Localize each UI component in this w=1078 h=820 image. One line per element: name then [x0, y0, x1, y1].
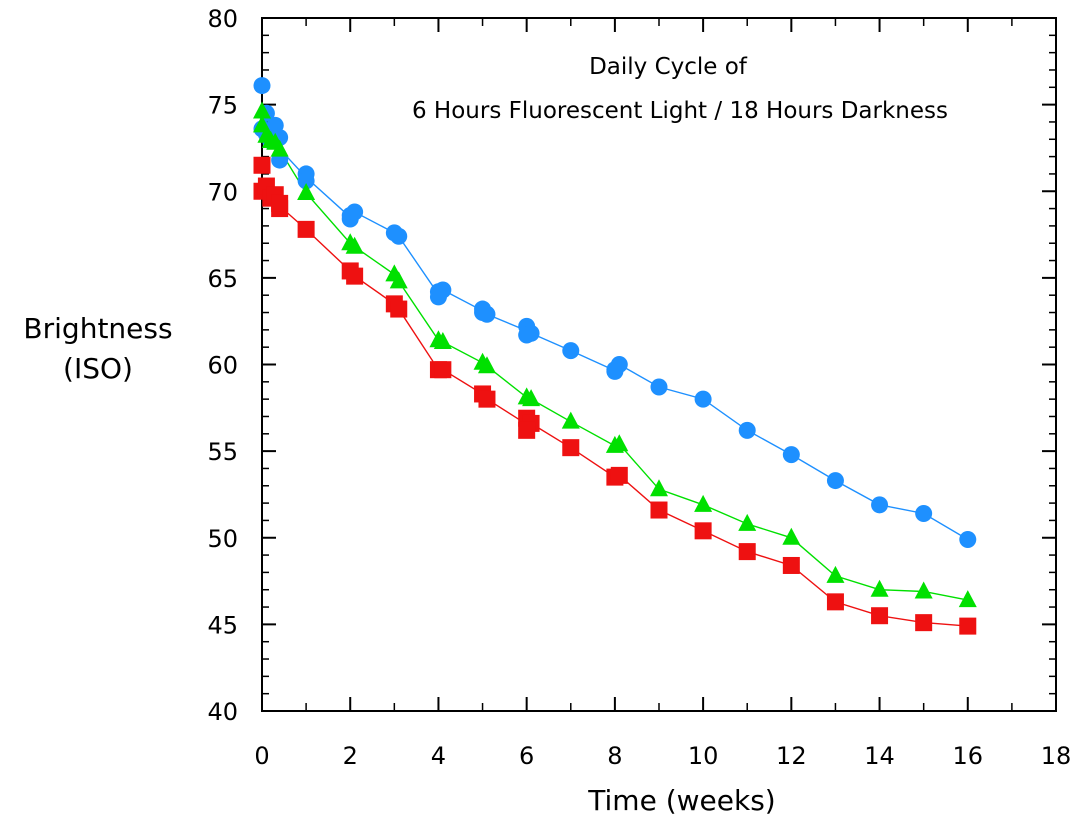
series-2-point [958, 590, 977, 608]
series-3-point [826, 593, 844, 611]
series-3-point [871, 607, 889, 625]
series-2-point [738, 513, 757, 531]
series-3-point [346, 267, 364, 285]
series-2-point [522, 389, 541, 407]
series-1-point [562, 342, 580, 360]
x-tick-label: 0 [254, 742, 269, 770]
series-3-point [959, 617, 977, 635]
series-2-point [610, 434, 629, 452]
x-tick-label: 16 [953, 742, 984, 770]
series-1-point [650, 378, 668, 396]
series-2-point [561, 411, 580, 429]
series-markers [253, 77, 977, 635]
series-1-point [346, 203, 364, 221]
x-tick-label: 14 [864, 742, 895, 770]
annotation-line-2: 6 Hours Fluorescent Light / 18 Hours Dar… [412, 98, 948, 124]
series-2-point [270, 139, 289, 157]
axis-ticks: 0 2 4 6 8 10 12 14 16 18 40 45 50 55 60 65 70 75 80 [207, 5, 1071, 770]
y-tick-label: 70 [207, 178, 238, 206]
series-3-point [650, 501, 668, 519]
series-1-point [429, 288, 447, 306]
series-3-point [434, 361, 452, 379]
series-3-point [297, 220, 315, 238]
x-tick-label: 6 [519, 742, 534, 770]
x-tick-label: 8 [607, 742, 622, 770]
series-2-point [253, 101, 271, 119]
x-tick-label: 12 [776, 742, 807, 770]
series-2-point [389, 271, 408, 289]
y-axis-label-line-1: Brightness [23, 312, 172, 345]
x-tick-label: 2 [343, 742, 358, 770]
series-3-point [271, 194, 289, 212]
series-2-point [650, 479, 668, 497]
series-3-point [518, 421, 536, 439]
series-3-line [261, 177, 968, 627]
series-1-point [694, 390, 712, 408]
series-1-point [474, 304, 492, 322]
series-2-point [782, 527, 801, 545]
series-2-point [297, 182, 316, 200]
series-3-point [694, 522, 712, 540]
series-1-point [871, 496, 889, 514]
y-tick-label: 60 [207, 352, 238, 380]
series-1-point [606, 362, 624, 380]
series-3-point [562, 439, 580, 457]
series-2-point [826, 565, 845, 583]
series-2-point [870, 579, 889, 597]
series-2-point [477, 356, 496, 374]
y-tick-label: 65 [207, 265, 238, 293]
series-2-point [433, 331, 452, 349]
x-axis-label: Time (weeks) [587, 784, 775, 817]
series-3-point [253, 156, 271, 174]
x-tick-label: 10 [688, 742, 719, 770]
series-1-point [782, 446, 800, 464]
series-1-point [297, 172, 315, 190]
series-1-point [738, 421, 756, 439]
y-tick-label: 45 [207, 611, 238, 639]
series-3-point [782, 556, 800, 574]
series-3-point [390, 300, 408, 318]
y-tick-label: 55 [207, 438, 238, 466]
series-1-point [915, 504, 933, 522]
series-2-point [914, 581, 933, 599]
series-1-point [959, 530, 977, 548]
series-2-point [345, 236, 364, 254]
annotation-line-1: Daily Cycle of [589, 54, 748, 80]
series-1-point [390, 227, 408, 245]
series-1-point [253, 77, 271, 95]
y-tick-label: 75 [207, 92, 238, 120]
y-tick-label: 50 [207, 525, 238, 553]
x-tick-label: 4 [431, 742, 446, 770]
series-3-point [478, 390, 496, 408]
series-3-point [738, 543, 756, 561]
series-3-point [915, 614, 933, 632]
y-tick-label: 40 [207, 698, 238, 726]
series-1-point [826, 472, 844, 490]
y-axis-label-line-2: (ISO) [63, 352, 133, 385]
series-1-point [518, 326, 536, 344]
y-tick-label: 80 [207, 5, 238, 33]
x-tick-label: 18 [1041, 742, 1072, 770]
series-2-point [694, 494, 713, 512]
series-3-point [610, 466, 628, 484]
